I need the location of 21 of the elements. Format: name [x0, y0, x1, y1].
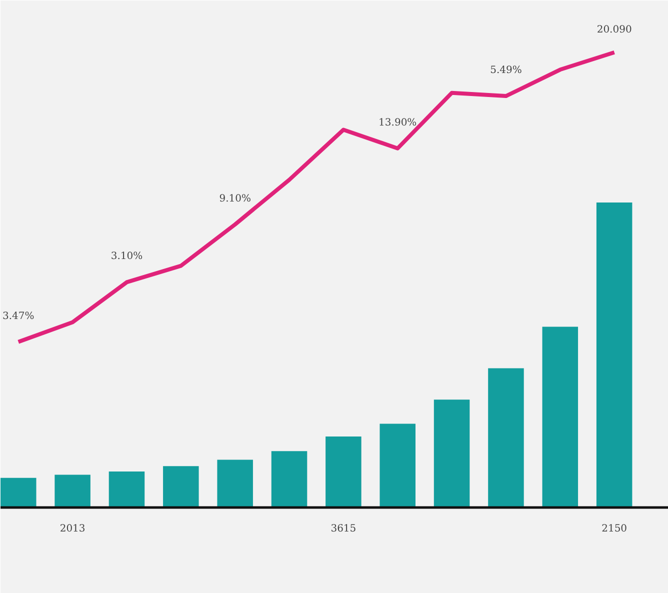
bar — [542, 326, 578, 508]
annotation: 5.49% — [490, 65, 522, 76]
bar — [108, 472, 145, 508]
bar — [596, 202, 632, 508]
bar — [54, 474, 90, 508]
bar — [0, 478, 36, 508]
text: 20.090 — [596, 24, 632, 36]
bar — [488, 368, 524, 508]
bar — [380, 424, 416, 508]
bar — [163, 466, 199, 508]
bar — [326, 436, 362, 508]
x-tick-label: 2013 — [60, 524, 86, 534]
x-tick-label: 2150 — [602, 524, 628, 534]
bar — [217, 460, 253, 508]
annotation: 13.90% — [378, 117, 417, 128]
annotation: 3.47% — [2, 310, 34, 322]
bar — [271, 451, 308, 508]
annotation: 3.10% — [110, 251, 143, 262]
x-tick-label: 3615 — [330, 524, 356, 534]
bar — [434, 400, 470, 508]
annotation: 9.10% — [219, 193, 251, 204]
